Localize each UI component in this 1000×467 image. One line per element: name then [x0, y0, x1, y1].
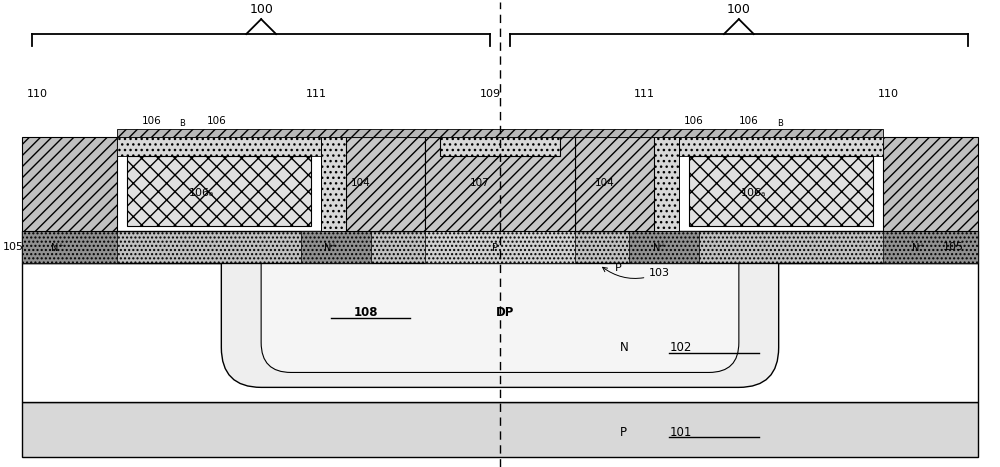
Bar — [301, 231, 371, 263]
PathPatch shape — [261, 263, 739, 373]
Bar — [883, 231, 978, 263]
Text: B: B — [777, 119, 783, 128]
Bar — [117, 136, 321, 156]
Bar — [22, 136, 117, 231]
Text: 100: 100 — [727, 3, 751, 16]
Bar — [679, 136, 883, 156]
PathPatch shape — [221, 263, 779, 388]
Bar — [127, 156, 311, 226]
Text: 107: 107 — [470, 178, 490, 188]
Text: 111: 111 — [305, 89, 326, 99]
Bar — [117, 128, 883, 136]
Bar — [22, 231, 978, 263]
Text: 100: 100 — [249, 3, 273, 16]
Bar — [634, 136, 679, 231]
Bar — [425, 231, 575, 263]
Text: 109: 109 — [479, 89, 501, 99]
Text: P: P — [492, 243, 498, 253]
Text: 103: 103 — [603, 267, 670, 278]
Text: N⁺: N⁺ — [51, 243, 63, 253]
Text: 106: 106 — [739, 116, 759, 126]
Text: 101: 101 — [669, 425, 692, 439]
Text: N: N — [619, 341, 628, 354]
Bar — [575, 136, 654, 231]
Bar — [22, 231, 117, 263]
Text: 106: 106 — [142, 116, 161, 126]
Text: P: P — [619, 425, 626, 439]
Text: B: B — [180, 119, 185, 128]
Text: N⁺: N⁺ — [324, 243, 337, 253]
Bar — [883, 136, 978, 231]
Bar — [346, 136, 425, 231]
Text: 108: 108 — [353, 306, 378, 319]
Text: 106ₐ: 106ₐ — [741, 188, 766, 198]
Text: 106: 106 — [206, 116, 226, 126]
Text: P: P — [614, 263, 621, 273]
Bar — [321, 136, 366, 231]
Bar — [22, 402, 978, 457]
Text: 110: 110 — [878, 89, 899, 99]
Text: 102: 102 — [669, 341, 692, 354]
Bar — [22, 263, 978, 402]
Text: 105: 105 — [2, 242, 23, 252]
Text: 104: 104 — [595, 178, 614, 188]
Text: 111: 111 — [634, 89, 655, 99]
Bar — [440, 136, 560, 156]
Text: 105: 105 — [943, 242, 964, 252]
Text: DP: DP — [496, 306, 514, 319]
Text: N⁺: N⁺ — [653, 243, 666, 253]
Bar — [689, 156, 873, 226]
Bar — [425, 136, 575, 231]
Text: 104: 104 — [351, 178, 371, 188]
Text: 106: 106 — [684, 116, 704, 126]
Text: 110: 110 — [27, 89, 48, 99]
Bar — [629, 231, 699, 263]
Text: N⁺: N⁺ — [912, 243, 924, 253]
Text: 106ₐ: 106ₐ — [189, 188, 214, 198]
